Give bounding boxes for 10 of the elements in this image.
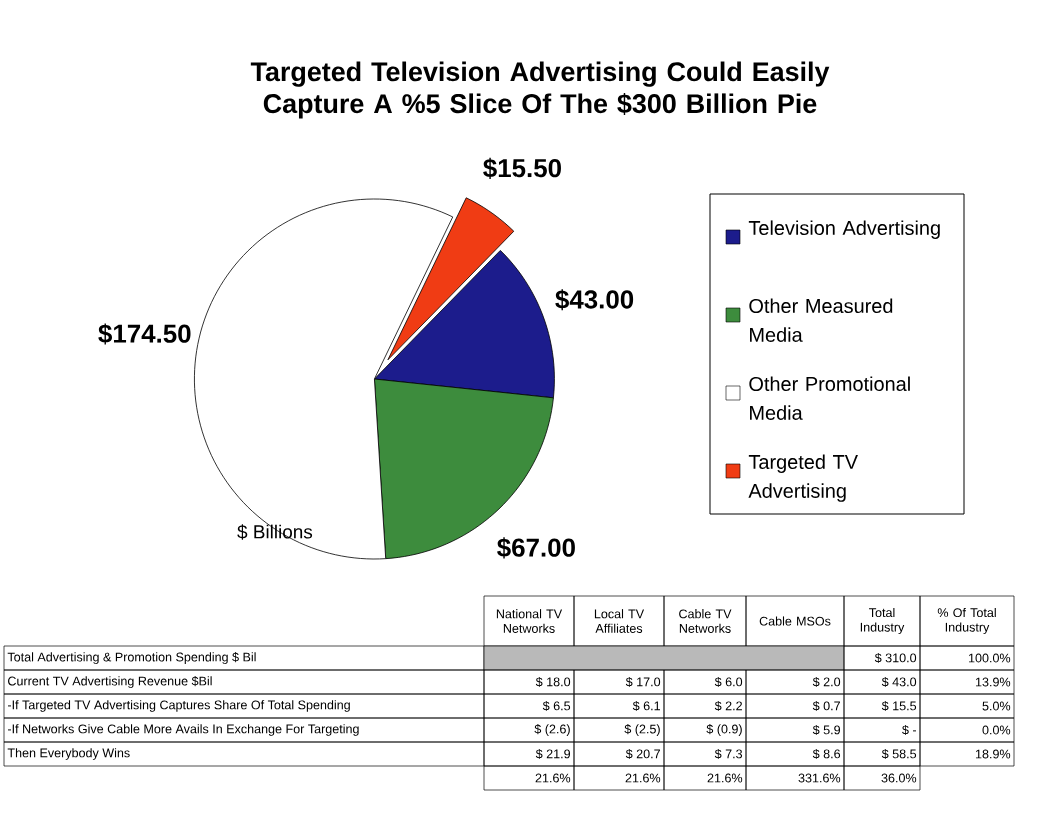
legend-label: Other Measured Media bbox=[749, 298, 893, 342]
data-label: $174.50 bbox=[98, 323, 191, 345]
chart-title: Targeted Television Advertising Could Easily Capture A %5 Slice Of The $300 Billion Pie bbox=[250, 61, 830, 119]
data-label: $67.00 bbox=[497, 537, 575, 559]
legend-label: Other Promotional Media bbox=[749, 376, 910, 420]
data-label: $15.50 bbox=[483, 157, 561, 179]
legend-label: Television Advertising bbox=[748, 220, 940, 239]
text: $ Billions bbox=[237, 524, 313, 540]
legend-label: Targeted TV Advertising bbox=[748, 454, 858, 502]
data-label: $43.00 bbox=[555, 289, 634, 311]
